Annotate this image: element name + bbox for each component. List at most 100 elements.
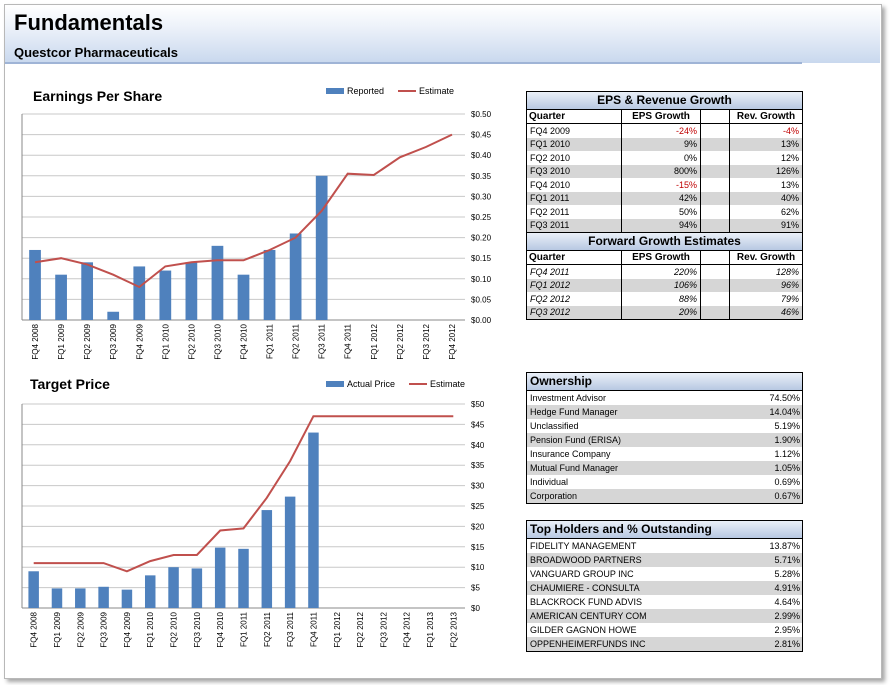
spacer-cell [700,205,730,219]
col-spacer [700,110,730,124]
quarter-cell: FQ4 2009 [527,123,622,138]
col-quarter: Quarter [527,110,622,124]
holder-name: Insurance Company [530,449,611,459]
rev-growth-cell: 79% [780,293,799,304]
list-item: Investment Advisor 74.50% [527,391,802,405]
quarter-cell: FQ2 2012 [527,292,622,306]
rev-growth-cell: 128% [775,266,799,277]
eps-growth-cell: 42% [621,191,701,205]
quarter-cell: FQ2 2011 [527,205,622,219]
quarter-cell: FQ3 2012 [527,305,622,319]
table-row: FQ3 2011 94% 91% [527,218,802,232]
table-row: FQ4 2009 -24% -4% [527,123,802,138]
list-item: Unclassified 5.19% [527,419,802,433]
quarter-cell: FQ4 2011 [527,264,622,279]
rev-growth-cell: 62% [780,206,799,217]
holder-name: Hedge Fund Manager [530,407,618,417]
spacer-cell [700,151,730,165]
spacer-cell [700,178,730,192]
legend-estimate-label: Estimate [430,379,466,389]
eps-chart-legend: Reported Estimate [326,86,454,96]
holder-percent: 0.69% [774,477,800,487]
eps-growth-cell: -15% [621,178,701,192]
holder-name: AMERICAN CENTURY COM [530,611,647,621]
holder-name: Corporation [530,491,578,501]
list-item: Hedge Fund Manager 14.04% [527,405,802,419]
eps-chart-title: Earnings Per Share [33,88,163,104]
top-holders-table: Top Holders and % Outstanding FIDELITY M… [526,520,803,652]
list-item: Corporation 0.67% [527,489,802,503]
table-row: FQ1 2012 106% 96% [527,278,802,292]
eps-growth-cell: 9% [621,137,701,151]
legend-bar-swatch [326,88,344,94]
holders-title: Top Holders and % Outstanding [527,521,802,539]
list-item: OPPENHEIMERFUNDS INC 2.81% [527,637,802,651]
list-item: VANGUARD GROUP INC 5.28% [527,567,802,581]
legend-estimate-label: Estimate [419,86,455,96]
spacer-cell [700,123,730,138]
holder-percent: 13.87% [769,541,800,551]
holder-percent: 4.64% [774,597,800,607]
eps-growth-cell: -24% [621,123,701,138]
holder-name: Mutual Fund Manager [530,463,619,473]
list-item: CHAUMIERE - CONSULTA 4.91% [527,581,802,595]
list-item: Pension Fund (ERISA) 1.90% [527,433,802,447]
holder-name: VANGUARD GROUP INC [530,569,634,579]
list-item: GILDER GAGNON HOWE 2.95% [527,623,802,637]
list-item: BROADWOOD PARTNERS 5.71% [527,553,802,567]
legend-bar-swatch [326,381,344,387]
table-row: FQ2 2011 50% 62% [527,205,802,219]
list-item: AMERICAN CENTURY COM 2.99% [527,609,802,623]
table-row: FQ3 2010 800% 126% [527,164,802,178]
eps-growth-cell: 0% [621,151,701,165]
holder-name: Individual [530,477,569,487]
eps-growth-cell: 220% [621,264,701,279]
table-row: FQ1 2010 9% 13% [527,137,802,151]
holder-name: GILDER GAGNON HOWE [530,625,637,635]
rev-growth-cell: 91% [729,218,802,232]
spacer-cell [700,292,730,306]
holder-percent: 5.71% [774,555,800,565]
holder-percent: 1.90% [774,435,800,445]
col-rev-growth: Rev. Growth [729,251,802,265]
quarter-cell: FQ2 2010 [527,151,622,165]
quarter-cell: FQ1 2011 [527,191,622,205]
col-eps-growth: EPS Growth [621,110,701,124]
holder-percent: 4.91% [774,583,800,593]
legend-actual-label: Actual Price [347,379,396,389]
eps-growth-cell: 800% [621,164,701,178]
spacer-cell [700,191,730,205]
rev-growth-cell: 40% [729,191,802,205]
spacer-cell [700,164,730,178]
rev-growth-cell: -4% [782,125,799,136]
col-quarter: Quarter [527,251,622,265]
spacer-cell [700,218,730,232]
rev-growth-cell: 46% [729,305,802,319]
quarter-cell: FQ3 2010 [527,164,622,178]
eps-revenue-table: EPS & Revenue Growth Quarter EPS Growth … [526,91,803,320]
holder-name: Investment Advisor [530,393,607,403]
legend-line-swatch [398,90,417,92]
legend-line-swatch [409,383,428,385]
header-band [5,5,880,63]
table-row: FQ4 2011 220% 128% [527,264,802,279]
eps-growth-cell: 94% [621,218,701,232]
rev-growth-cell: 96% [729,278,802,292]
holder-name: Pension Fund (ERISA) [530,435,622,445]
forward-table-title: Forward Growth Estimates [527,232,802,251]
ownership-table: Ownership Investment Advisor 74.50% Hedge … [526,372,803,504]
holder-percent: 1.05% [774,463,800,473]
holder-percent: 14.04% [769,407,800,417]
spacer-cell [700,264,730,279]
eps-growth-cell: 50% [621,205,701,219]
holder-name: BLACKROCK FUND ADVIS [530,597,643,607]
holder-percent: 5.28% [774,569,800,579]
table-row: FQ2 2010 0% 12% [527,151,802,165]
spacer-cell [700,137,730,151]
table-row: FQ1 2011 42% 40% [527,191,802,205]
col-eps-growth: EPS Growth [621,251,701,265]
holder-name: OPPENHEIMERFUNDS INC [530,639,646,649]
list-item: Mutual Fund Manager 1.05% [527,461,802,475]
eps-growth-cell: 20% [621,305,701,319]
list-item: Individual 0.69% [527,475,802,489]
